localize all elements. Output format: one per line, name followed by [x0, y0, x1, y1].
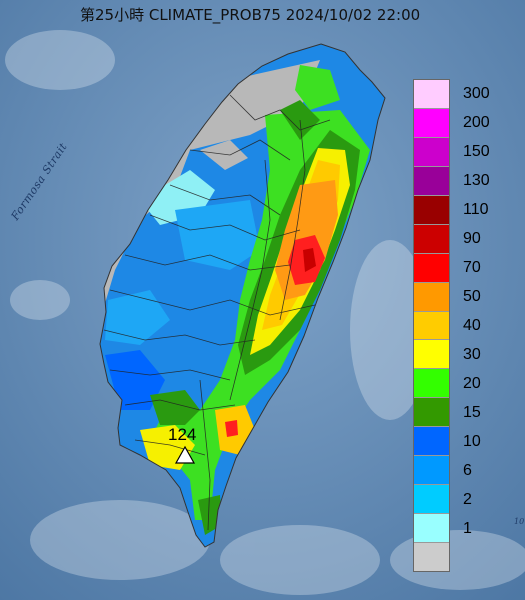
legend-swatch — [414, 398, 449, 428]
legend-swatch — [414, 166, 449, 196]
legend-label: 40 — [463, 316, 481, 334]
legend-swatch — [414, 369, 449, 399]
legend-swatch — [414, 514, 449, 543]
legend-swatch — [414, 543, 449, 571]
legend-label: 70 — [463, 258, 481, 276]
legend-swatch — [414, 224, 449, 254]
triangle-icon — [174, 445, 196, 464]
legend-label: 300 — [463, 84, 490, 102]
legend-label: 30 — [463, 345, 481, 363]
legend-swatch — [414, 427, 449, 457]
legend-label: 10 — [463, 432, 481, 450]
legend-swatch — [414, 456, 449, 486]
legend-label: 20 — [463, 374, 481, 392]
legend-swatch — [414, 108, 449, 138]
cloud-texture — [5, 30, 525, 595]
color-legend — [413, 79, 450, 572]
legend-swatch — [414, 137, 449, 167]
legend-swatch — [414, 282, 449, 312]
island-outline — [99, 43, 386, 548]
legend-label: 15 — [463, 403, 481, 421]
legend-label: 50 — [463, 287, 481, 305]
legend-label: 130 — [463, 171, 490, 189]
county-boundaries — [103, 94, 331, 531]
legend-label: 6 — [463, 461, 472, 479]
corner-label: 10 — [514, 517, 525, 526]
legend-label: 2 — [463, 490, 472, 508]
legend-label: 90 — [463, 229, 481, 247]
legend-swatch — [414, 485, 449, 515]
legend-label: 200 — [463, 113, 490, 131]
legend-swatch — [414, 311, 449, 341]
legend-swatch — [414, 195, 449, 225]
legend-swatch — [414, 253, 449, 283]
legend-label: 1 — [463, 519, 472, 537]
page-title: 第25小時 CLIMATE_PROB75 2024/10/02 22:00 — [80, 6, 421, 24]
legend-swatch — [414, 340, 449, 370]
legend-label: 150 — [463, 142, 490, 160]
legend-label: 110 — [463, 200, 489, 218]
legend-swatch — [414, 80, 449, 109]
legend-labels: 300 200 150 130 110 90 70 50 40 30 20 15 10 6 2 1 — [463, 79, 513, 572]
max-rain-value: 124 — [168, 425, 197, 444]
legend-label — [463, 543, 513, 572]
max-rain-marker — [174, 445, 196, 464]
